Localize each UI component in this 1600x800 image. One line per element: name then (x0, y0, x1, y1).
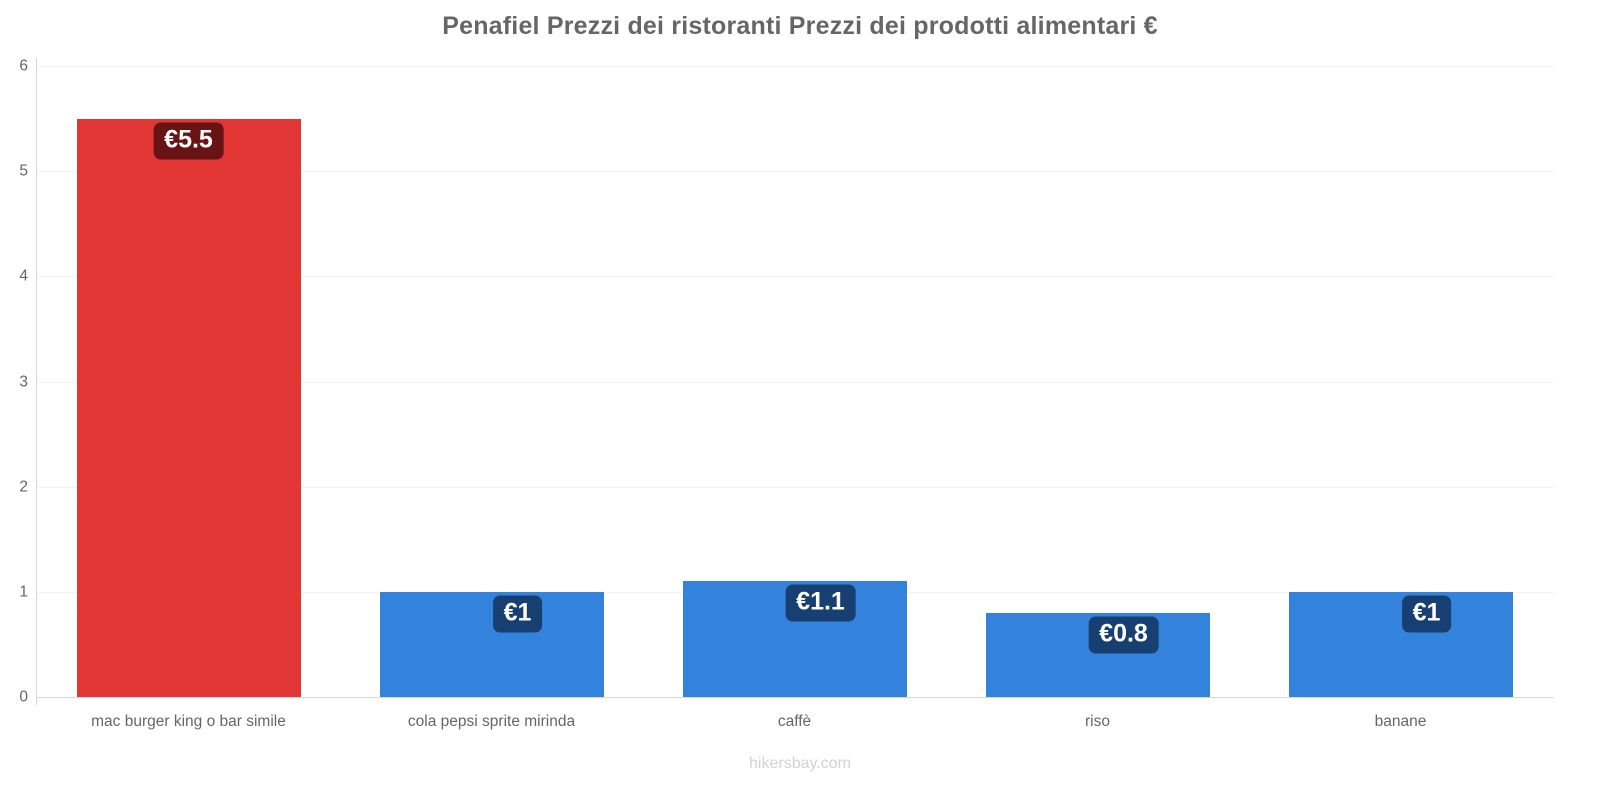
data-label-3: €0.8 (1088, 616, 1159, 654)
x-axis-tick-label: banane (1374, 713, 1427, 730)
source-watermark: hikersbay.com (749, 755, 851, 772)
bar-4[interactable] (1288, 591, 1513, 697)
y-axis-tick-label: 4 (19, 267, 28, 285)
x-axis-tick-label: mac burger king o bar simile (91, 713, 286, 730)
data-label-1: €1 (492, 595, 543, 633)
plot-area (36, 66, 1552, 697)
y-axis-tick-label: 2 (19, 477, 28, 495)
gridline (37, 66, 1554, 67)
data-label-4: €1 (1401, 595, 1452, 633)
x-axis-tick-label: cola pepsi sprite mirinda (407, 713, 576, 730)
y-axis-tick-label: 0 (19, 688, 28, 706)
bar-0[interactable] (76, 118, 301, 697)
bar-1[interactable] (379, 591, 604, 697)
data-label-2: €1.1 (785, 584, 856, 622)
data-label-0: €5.5 (153, 122, 224, 160)
gridline (37, 697, 1554, 698)
chart-title: Penafiel Prezzi dei ristoranti Prezzi de… (442, 12, 1158, 40)
y-axis-tick-label: 6 (19, 57, 28, 75)
y-axis-tick-label: 3 (19, 372, 28, 390)
gridline (37, 276, 1554, 278)
x-axis-tick-label: riso (1085, 713, 1110, 730)
y-axis-tick-label: 1 (19, 583, 28, 601)
gridline (37, 381, 1554, 383)
gridline (37, 486, 1554, 488)
gridline (37, 171, 1554, 173)
x-axis-tick-label: caffè (777, 713, 812, 730)
y-axis-line (36, 58, 37, 705)
y-axis-tick-label: 5 (19, 162, 28, 180)
